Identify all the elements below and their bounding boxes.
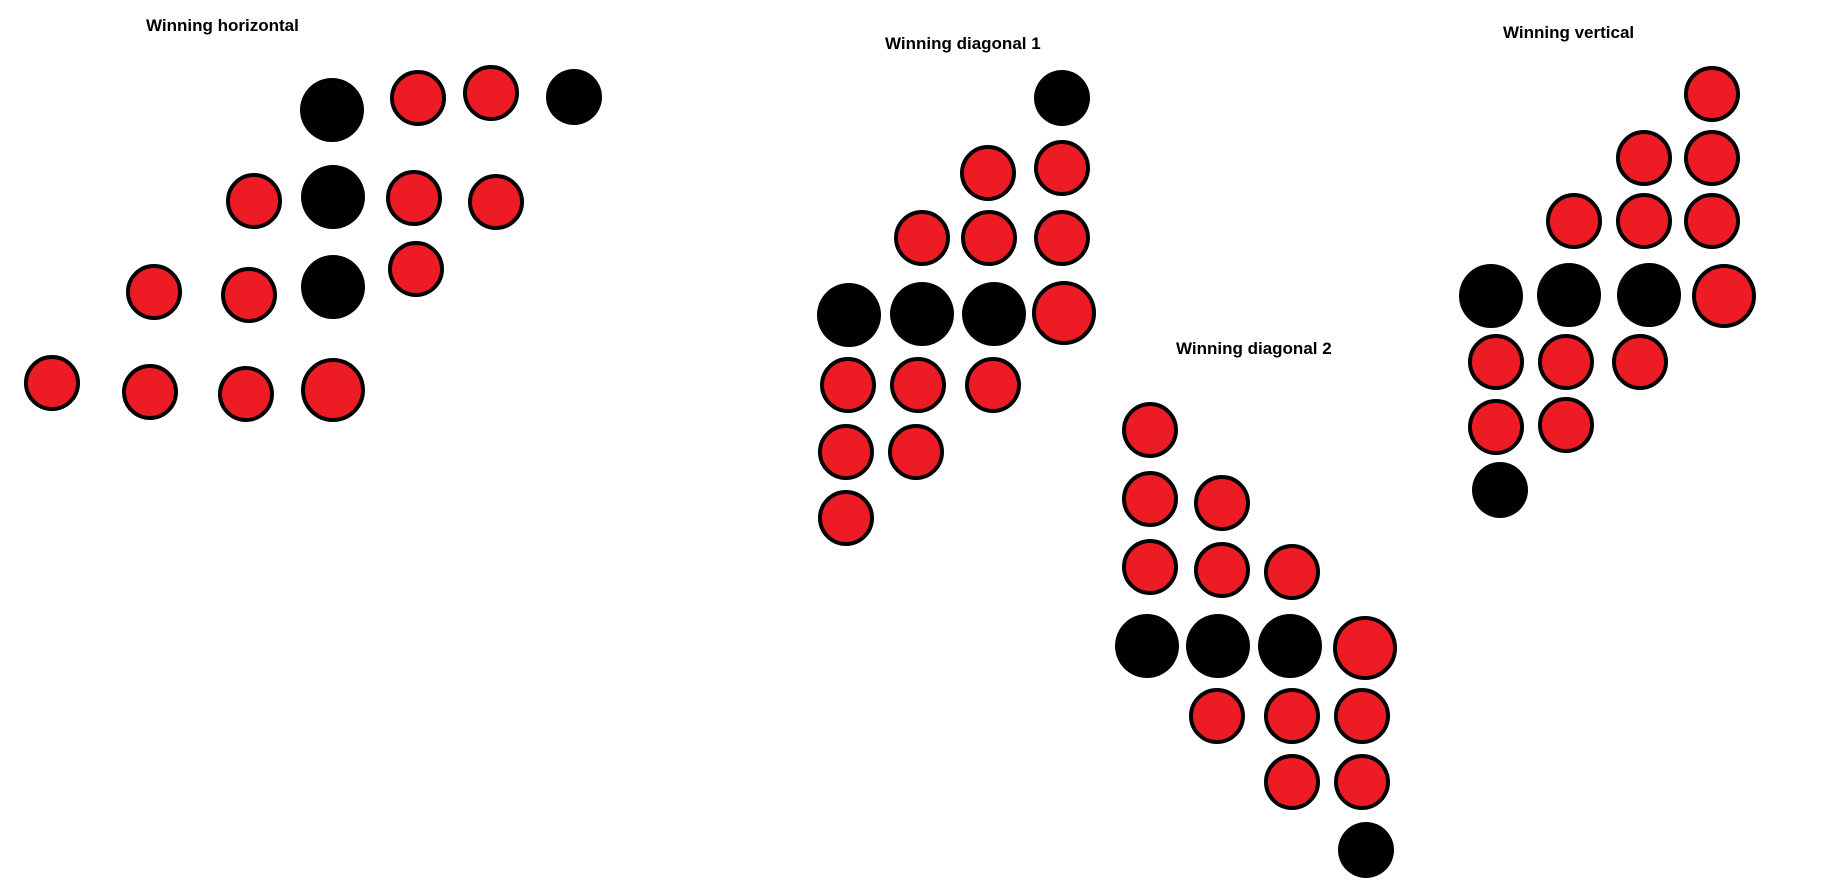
disc-red-diagonal-2 bbox=[1264, 688, 1320, 744]
disc-red-horizontal bbox=[388, 241, 444, 297]
disc-red-vertical bbox=[1616, 193, 1672, 249]
disc-red-vertical bbox=[1612, 334, 1668, 390]
disc-red-horizontal bbox=[226, 173, 282, 229]
disc-red-vertical bbox=[1616, 130, 1672, 186]
disc-black-vertical bbox=[1537, 263, 1601, 327]
disc-red-horizontal bbox=[122, 364, 178, 420]
title-winning-horizontal: Winning horizontal bbox=[146, 16, 299, 35]
disc-red-diagonal-1 bbox=[890, 357, 946, 413]
disc-black-diagonal-1 bbox=[1034, 70, 1090, 126]
disc-black-diagonal-2 bbox=[1186, 614, 1250, 678]
disc-red-diagonal-2 bbox=[1122, 402, 1178, 458]
disc-black-diagonal-2 bbox=[1338, 822, 1394, 878]
title-winning-vertical: Winning vertical bbox=[1503, 23, 1635, 42]
disc-red-diagonal-1 bbox=[894, 210, 950, 266]
disc-red-diagonal-1 bbox=[818, 424, 874, 480]
disc-undefined-diagonal-2 bbox=[1333, 616, 1397, 680]
disc-red-diagonal-1 bbox=[1034, 140, 1090, 196]
title-winning-diagonal-2: Winning diagonal 2 bbox=[1176, 339, 1332, 358]
disc-black-diagonal-1 bbox=[817, 283, 881, 347]
disc-red-diagonal-1 bbox=[960, 145, 1016, 201]
disc-red-horizontal bbox=[390, 70, 446, 126]
disc-red-vertical bbox=[1546, 193, 1602, 249]
disc-red-diagonal-1 bbox=[965, 357, 1021, 413]
disc-red-vertical bbox=[1538, 334, 1594, 390]
disc-black-horizontal bbox=[301, 165, 365, 229]
disc-red-horizontal bbox=[221, 267, 277, 323]
disc-red-horizontal bbox=[218, 366, 274, 422]
disc-black-diagonal-1 bbox=[962, 282, 1026, 346]
disc-undefined-vertical bbox=[1692, 264, 1756, 328]
disc-black-horizontal bbox=[546, 69, 602, 125]
disc-black-diagonal-2 bbox=[1115, 614, 1179, 678]
disc-red-vertical bbox=[1468, 334, 1524, 390]
title-winning-diagonal-1: Winning diagonal 1 bbox=[885, 34, 1041, 53]
disc-black-diagonal-2 bbox=[1258, 614, 1322, 678]
disc-black-horizontal bbox=[301, 255, 365, 319]
disc-red-vertical bbox=[1684, 66, 1740, 122]
disc-red-horizontal bbox=[126, 264, 182, 320]
disc-red-horizontal bbox=[24, 355, 80, 411]
disc-red-diagonal-2 bbox=[1334, 688, 1390, 744]
disc-red-diagonal-2 bbox=[1189, 688, 1245, 744]
disc-red-diagonal-1 bbox=[961, 210, 1017, 266]
disc-red-vertical bbox=[1538, 397, 1594, 453]
disc-red-diagonal-2 bbox=[1194, 475, 1250, 531]
disc-red-diagonal-1 bbox=[820, 357, 876, 413]
disc-undefined-horizontal bbox=[301, 358, 365, 422]
disc-undefined-diagonal-1 bbox=[1032, 281, 1096, 345]
disc-red-diagonal-1 bbox=[1034, 210, 1090, 266]
disc-red-diagonal-2 bbox=[1264, 754, 1320, 810]
disc-black-horizontal bbox=[300, 78, 364, 142]
disc-red-vertical bbox=[1468, 399, 1524, 455]
disc-red-diagonal-1 bbox=[888, 424, 944, 480]
disc-red-vertical bbox=[1684, 193, 1740, 249]
disc-red-diagonal-2 bbox=[1264, 544, 1320, 600]
disc-red-horizontal bbox=[386, 170, 442, 226]
disc-red-diagonal-2 bbox=[1122, 539, 1178, 595]
disc-black-vertical bbox=[1617, 263, 1681, 327]
disc-black-diagonal-1 bbox=[890, 282, 954, 346]
disc-black-vertical bbox=[1472, 462, 1528, 518]
disc-red-diagonal-2 bbox=[1122, 471, 1178, 527]
disc-red-horizontal bbox=[468, 174, 524, 230]
disc-black-vertical bbox=[1459, 264, 1523, 328]
disc-red-diagonal-2 bbox=[1334, 754, 1390, 810]
disc-red-horizontal bbox=[463, 65, 519, 121]
disc-red-diagonal-2 bbox=[1194, 542, 1250, 598]
disc-red-diagonal-1 bbox=[818, 490, 874, 546]
disc-red-vertical bbox=[1684, 130, 1740, 186]
